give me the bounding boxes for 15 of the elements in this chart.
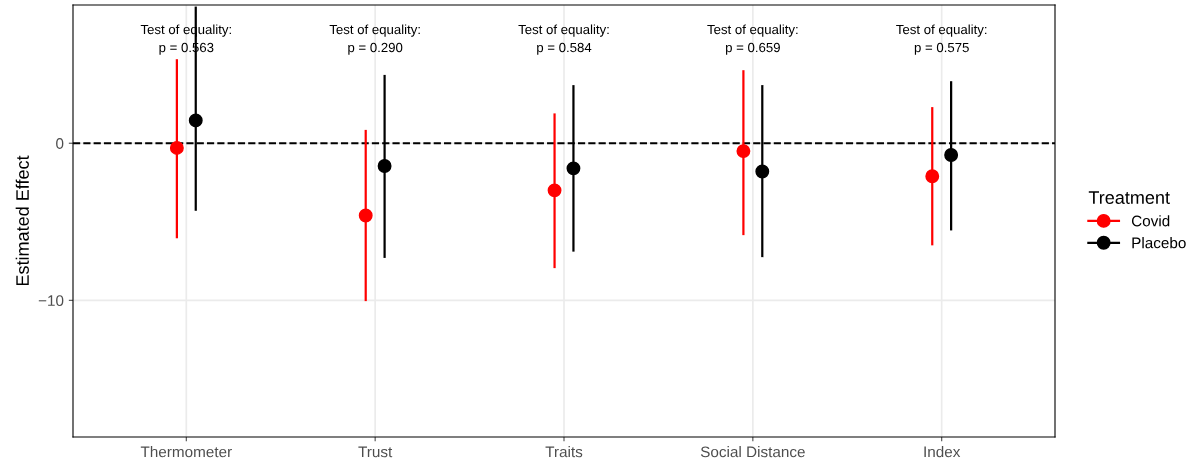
y-tick-label: 0 xyxy=(56,138,64,149)
y-axis-title: Estimated Effect xyxy=(15,155,29,286)
annotation: Test of equality: p = 0.584 xyxy=(518,24,609,55)
annotation: Test of equality: p = 0.575 xyxy=(896,24,987,55)
x-tick-label: Traits xyxy=(545,446,583,458)
legend-label: Placebo xyxy=(1132,237,1186,249)
x-tick-label: Trust xyxy=(358,446,393,458)
y-tick-label: −10 xyxy=(38,295,64,307)
legend-title: Treatment xyxy=(1088,191,1170,204)
x-tick-label: Social Distance xyxy=(700,446,805,458)
legend-label: Covid xyxy=(1131,215,1170,227)
annotation: Test of equality: p = 0.290 xyxy=(329,24,420,55)
x-tick-label: Thermometer xyxy=(140,446,232,458)
annotation: Test of equality: p = 0.659 xyxy=(707,24,798,55)
x-tick-label: Index xyxy=(924,446,961,458)
